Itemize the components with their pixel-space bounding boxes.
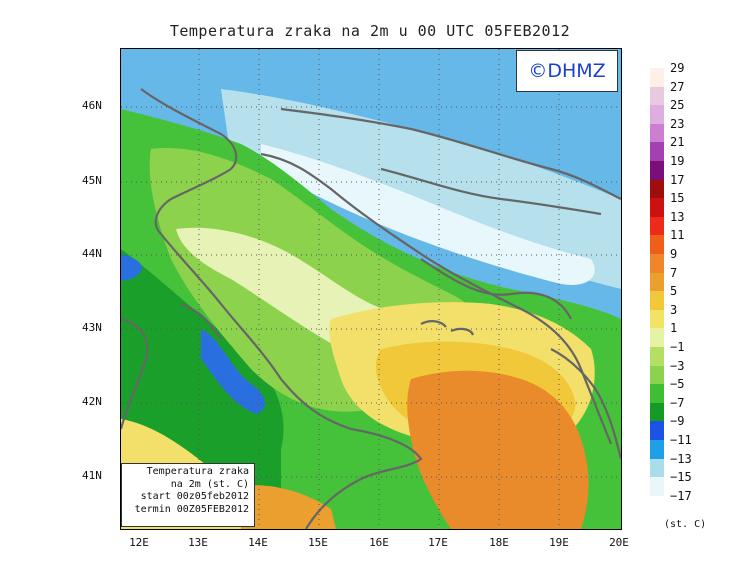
legend-label: 15 (670, 191, 685, 206)
lat-label-46n: 46N (82, 99, 102, 112)
legend-label: −15 (670, 470, 692, 485)
legend-label: 13 (670, 209, 685, 224)
lon-label-19e: 19E (549, 536, 569, 549)
legend-label: 1 (670, 321, 678, 336)
bosnia-border (420, 258, 572, 320)
legend-swatch (650, 161, 664, 180)
map-title: Temperatura zraka na 2m u 00 UTC 05FEB20… (169, 22, 571, 40)
legend-swatch (650, 440, 664, 459)
lon-label-20e: 20E (609, 536, 629, 549)
legend-swatch (650, 291, 664, 310)
legend-swatch (650, 365, 664, 385)
lat-label-42n: 42N (82, 395, 102, 408)
lon-label-14e: 14E (248, 536, 268, 549)
legend-swatch (650, 254, 664, 273)
legend-label: 25 (670, 98, 685, 113)
lon-label-17e: 17E (428, 536, 448, 549)
legend-label: −1 (670, 340, 685, 354)
legend-label: 17 (670, 172, 685, 187)
info-line-1: Temperatura zraka (146, 466, 249, 477)
north-border (280, 107, 621, 200)
legend-swatch (650, 216, 664, 236)
croatia-coast (260, 152, 613, 445)
legend-label: 7 (670, 265, 678, 280)
dhmz-logo: ©DHMZ (516, 50, 618, 92)
legend-label: −13 (670, 451, 692, 466)
legend-label: 29 (670, 61, 685, 75)
islands (420, 320, 475, 336)
legend-label: 23 (670, 116, 685, 131)
legend-swatch (650, 235, 664, 254)
legend-swatch (650, 458, 664, 478)
info-line-3: start 00z05feb2012 (140, 491, 249, 502)
lon-label-12e: 12E (129, 536, 149, 549)
snow-band (261, 144, 595, 285)
cold-pocket-apennines (201, 329, 266, 414)
info-box: Temperatura zraka na 2m (st. C) start 00… (121, 463, 255, 527)
legend-swatch (650, 421, 664, 440)
legend-label: 3 (670, 302, 678, 317)
north-italy-coast (154, 168, 232, 235)
legend-swatch (650, 105, 664, 124)
legend-label: 21 (670, 135, 685, 150)
legend-label: −5 (670, 377, 685, 392)
legend-swatch (650, 123, 664, 143)
legend-swatch (650, 309, 664, 329)
legend-label: −7 (670, 395, 685, 410)
lat-label-44n: 44N (82, 247, 102, 260)
temperature-field (121, 49, 621, 529)
legend-swatch (650, 142, 664, 161)
lat-label-43n: 43N (82, 321, 102, 334)
legend-label: −9 (670, 414, 685, 429)
legend-swatch (650, 477, 664, 496)
legend-label: 5 (670, 284, 678, 299)
lat-lon-grid (121, 49, 621, 529)
italy-adriatic-coast (160, 233, 423, 529)
legend-label: 19 (670, 154, 685, 168)
legend-label: 9 (670, 247, 678, 261)
gargano-outline (180, 302, 222, 340)
lon-label-13e: 13E (188, 536, 208, 549)
cold-pocket-west (121, 254, 142, 281)
info-line-4: termin 00Z05FEB2012 (134, 503, 249, 515)
color-legend: 29 27 25 23 21 19 17 15 13 11 9 7 5 3 1 −1 −3 −5 −7 −9 −11 −1… (650, 61, 730, 518)
legend-label: −3 (670, 358, 685, 373)
temperature-map (120, 48, 622, 530)
orange-warm-sea (407, 370, 589, 529)
legend-swatch (650, 328, 664, 347)
legend-swatch (650, 179, 664, 199)
legend-swatch (650, 402, 664, 422)
legend-swatch (650, 272, 664, 292)
legend-swatch (650, 68, 664, 87)
lon-label-15e: 15E (308, 536, 328, 549)
lon-label-16e: 16E (369, 536, 389, 549)
legend-swatch (650, 384, 664, 403)
legend-swatch (650, 347, 664, 366)
legend-unit: (st. C) (664, 519, 707, 530)
legend-label: 27 (670, 79, 685, 94)
lat-label-41n: 41N (82, 469, 102, 482)
montenegro-border (550, 348, 621, 460)
legend-label: −11 (670, 433, 692, 447)
legend-label: 11 (670, 228, 685, 243)
legend-swatch (650, 86, 664, 106)
lon-label-18e: 18E (489, 536, 509, 549)
legend-swatch (650, 198, 664, 217)
alpine-border (140, 88, 238, 170)
coastlines (121, 88, 621, 529)
lat-label-45n: 45N (82, 174, 102, 187)
inland-border (380, 167, 602, 216)
italy-west-coast (121, 317, 149, 430)
info-line-2: na 2m (st. C) (170, 478, 249, 490)
legend-label: −17 (670, 488, 692, 503)
